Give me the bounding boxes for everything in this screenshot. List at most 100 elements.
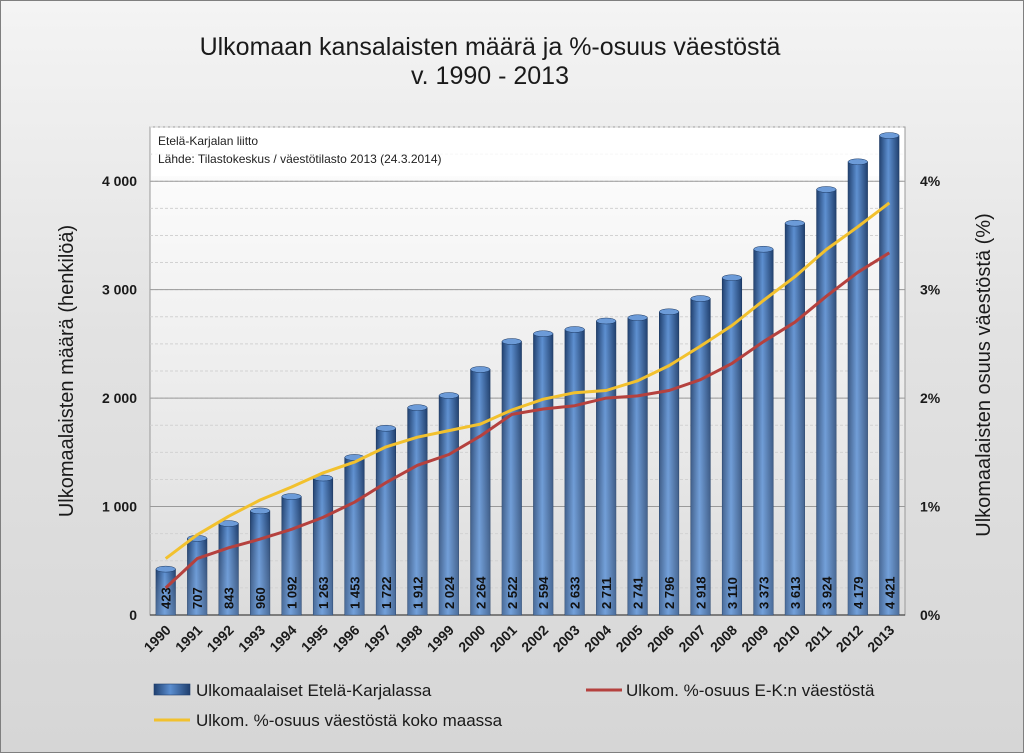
x-tick-label: 2000 bbox=[455, 622, 488, 655]
bar-value-label: 2 522 bbox=[505, 576, 520, 609]
bar-cap bbox=[375, 425, 396, 432]
series-line bbox=[164, 251, 891, 589]
series-line bbox=[164, 201, 891, 560]
bar-cap bbox=[721, 274, 742, 281]
x-axis: 1990199119921993199419951996199719981999… bbox=[141, 622, 898, 655]
x-tick-label: 2005 bbox=[612, 622, 645, 655]
bar-value-label: 3 924 bbox=[819, 576, 834, 609]
y-tick-label: 1 000 bbox=[102, 499, 137, 515]
bar-value-label: 4 421 bbox=[882, 576, 897, 609]
bar-cap bbox=[847, 158, 868, 166]
y2-tick-label: 1% bbox=[920, 499, 941, 515]
bar-value-label: 2 796 bbox=[662, 576, 677, 609]
x-tick-label: 1992 bbox=[203, 622, 236, 655]
bar-value-label: 2 024 bbox=[442, 576, 457, 609]
bar-shine bbox=[659, 311, 679, 615]
bar-cap bbox=[784, 219, 805, 227]
legend: Ulkomaalaiset Etelä-Karjalassa Ulkom. %-… bbox=[153, 681, 875, 730]
bar-value-label: 960 bbox=[253, 587, 268, 609]
source-box bbox=[152, 129, 903, 176]
bar-cap bbox=[155, 565, 176, 573]
bar-shine bbox=[785, 223, 805, 615]
bar-cap bbox=[470, 366, 491, 373]
bar-value-label: 3 110 bbox=[725, 577, 740, 609]
legend-label-ek-share: Ulkom. %-osuus E-K:n väestöstä bbox=[626, 681, 875, 700]
x-tick-label: 1993 bbox=[235, 622, 268, 655]
chart-title-line-2: v. 1990 - 2013 bbox=[411, 62, 569, 90]
bar-value-label: 2 633 bbox=[568, 576, 583, 609]
bar-value-label: 843 bbox=[222, 587, 237, 609]
bar-shine bbox=[344, 457, 365, 615]
y2-tick-label: 0% bbox=[920, 607, 941, 623]
y2-tick-label: 2% bbox=[920, 390, 941, 406]
bar-shine bbox=[627, 317, 648, 615]
bar-value-label: 2 594 bbox=[536, 576, 551, 609]
bar-shine bbox=[848, 161, 868, 615]
bar-cap bbox=[627, 314, 648, 322]
x-tick-label: 1991 bbox=[172, 622, 205, 655]
bar-cap bbox=[533, 330, 554, 337]
bar-cap bbox=[659, 308, 680, 316]
y2-tick-label: 4% bbox=[920, 173, 941, 189]
x-tick-label: 2006 bbox=[644, 622, 677, 655]
y-tick-label: 4 000 bbox=[102, 173, 137, 189]
bar-shine bbox=[753, 249, 774, 615]
bar-value-label: 1 453 bbox=[347, 576, 362, 609]
bar-cap bbox=[690, 295, 711, 302]
line-series bbox=[164, 201, 891, 589]
legend-label-bars: Ulkomaalaiset Etelä-Karjalassa bbox=[196, 681, 432, 700]
source-line-2: Lähde: Tilastokeskus / väestötilasto 201… bbox=[158, 152, 442, 166]
y-tick-label: 0 bbox=[129, 607, 137, 623]
x-tick-label: 2013 bbox=[864, 622, 897, 655]
bar-cap bbox=[816, 186, 837, 193]
x-tick-label: 1996 bbox=[329, 622, 362, 655]
bar-value-label: 1 722 bbox=[379, 576, 394, 609]
bar-cap bbox=[596, 317, 617, 325]
y-tick-label: 2 000 bbox=[102, 390, 137, 406]
bar-cap bbox=[753, 245, 774, 253]
bar-value-label: 2 741 bbox=[631, 576, 646, 609]
x-tick-label: 2010 bbox=[770, 622, 803, 655]
bar-value-label: 1 912 bbox=[410, 576, 425, 609]
y-axis-left: 0 1 000 2 000 3 000 4 000 bbox=[102, 173, 137, 623]
bar-value-label: 2 711 bbox=[599, 577, 614, 609]
x-tick-label: 1990 bbox=[141, 622, 174, 655]
x-tick-label: 2011 bbox=[802, 622, 835, 655]
bar-shine bbox=[502, 341, 522, 615]
x-tick-label: 2001 bbox=[487, 622, 520, 655]
bar-shine bbox=[313, 478, 333, 615]
chart-title-line-1: Ulkomaan kansalaisten määrä ja %-osuus v… bbox=[200, 33, 781, 61]
x-tick-label: 2003 bbox=[549, 622, 582, 655]
bar-value-label: 2 918 bbox=[694, 576, 709, 609]
bar-cap bbox=[250, 507, 271, 515]
bar-cap bbox=[407, 404, 428, 411]
x-tick-label: 2008 bbox=[707, 622, 740, 655]
y-axis-right: 0% 1% 2% 3% 4% bbox=[920, 173, 941, 623]
x-tick-label: 1994 bbox=[266, 622, 299, 655]
bar-series: 423 707 843 960 1 092 1 263 1 453 1 722 1 912 2 0… bbox=[155, 132, 900, 616]
bar-cap bbox=[564, 326, 585, 333]
x-tick-label: 2012 bbox=[833, 622, 866, 655]
x-tick-label: 2004 bbox=[581, 622, 614, 655]
bar-shine bbox=[376, 428, 396, 615]
bar-value-label: 3 613 bbox=[788, 576, 803, 609]
bar-shine bbox=[533, 333, 553, 615]
bar-cap bbox=[438, 392, 459, 399]
x-tick-label: 1997 bbox=[361, 622, 394, 655]
y-axis-title: Ulkomaalaisten määrä (henkilöä) bbox=[56, 225, 78, 517]
x-tick-label: 1999 bbox=[424, 622, 457, 655]
bar-shine bbox=[816, 189, 837, 616]
x-tick-label: 1998 bbox=[392, 622, 425, 655]
bar-value-label: 2 264 bbox=[473, 576, 488, 609]
bar-value-label: 423 bbox=[159, 587, 174, 609]
x-tick-label: 2009 bbox=[738, 622, 771, 655]
bar-shine bbox=[564, 329, 585, 615]
x-tick-label: 2002 bbox=[518, 622, 551, 655]
bar-value-label: 707 bbox=[190, 587, 205, 609]
y2-tick-label: 3% bbox=[920, 282, 941, 298]
x-tick-label: 2007 bbox=[675, 622, 708, 655]
source-line-1: Etelä-Karjalan liitto bbox=[158, 134, 258, 148]
y-tick-label: 3 000 bbox=[102, 282, 137, 298]
bar-shine bbox=[470, 369, 491, 615]
